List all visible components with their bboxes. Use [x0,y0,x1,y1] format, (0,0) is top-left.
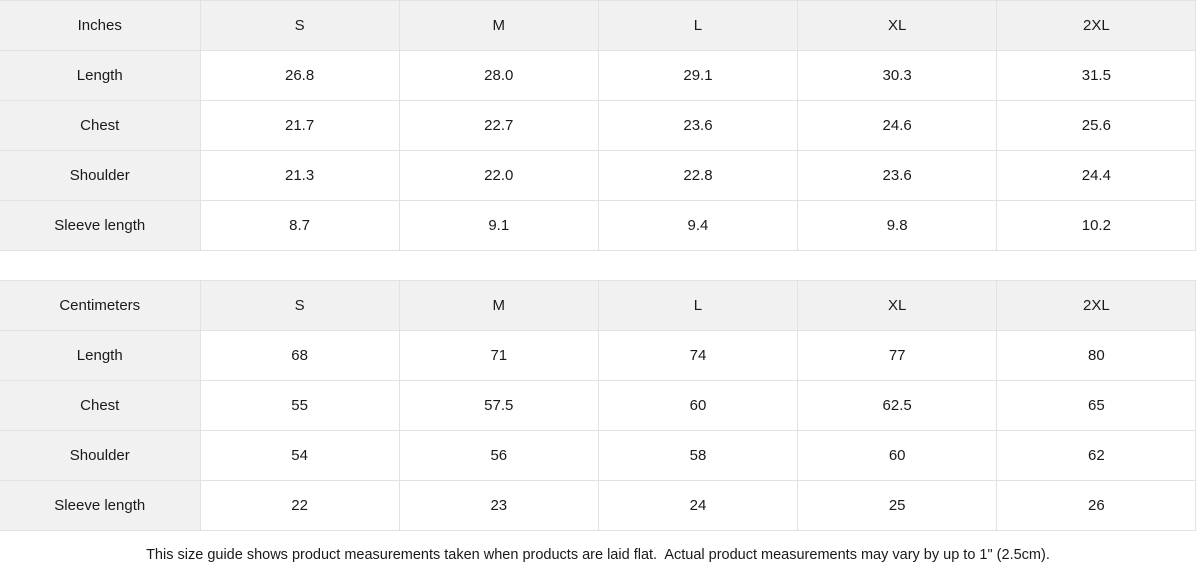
unit-label-centimeters: Centimeters [0,280,201,331]
measurement-value: 68 [200,330,400,381]
measurement-value: 74 [598,330,799,381]
measurement-value: 21.7 [200,100,400,151]
measurement-value: 31.5 [996,50,1197,101]
size-header-m: M [399,0,599,51]
measurement-value: 60 [797,430,998,481]
size-header-xl: XL [797,0,998,51]
size-header-l: L [598,0,799,51]
measurement-value: 23.6 [598,100,799,151]
table-spacer-row [0,250,1196,281]
measurement-value: 28.0 [399,50,599,101]
measurement-label-length: Length [0,330,201,381]
size-header-s: S [200,0,400,51]
measurement-value: 62.5 [797,380,998,431]
table-row: Sleeve length 8.7 9.1 9.4 9.8 10.2 [0,200,1197,251]
table-row: Length 26.8 28.0 29.1 30.3 31.5 [0,50,1197,101]
measurement-value: 71 [399,330,599,381]
measurement-value: 54 [200,430,400,481]
measurement-value: 26.8 [200,50,400,101]
measurement-label-length: Length [0,50,201,101]
footnote-row: This size guide shows product measuremen… [0,530,1196,581]
measurement-value: 26 [996,480,1197,531]
measurement-label-shoulder: Shoulder [0,430,201,481]
measurement-value: 24.6 [797,100,998,151]
measurement-value: 24 [598,480,799,531]
size-header-s: S [200,280,400,331]
measurement-value: 22 [200,480,400,531]
measurement-value: 22.7 [399,100,599,151]
measurement-value: 55 [200,380,400,431]
measurement-value: 57.5 [399,380,599,431]
measurement-value: 25 [797,480,998,531]
measurement-value: 65 [996,380,1197,431]
table-row: Shoulder 54 56 58 60 62 [0,430,1197,481]
size-guide-header-row-centimeters: Centimeters S M L XL 2XL [0,280,1197,331]
measurement-label-chest: Chest [0,100,201,151]
size-header-2xl: 2XL [996,0,1197,51]
size-header-m: M [399,280,599,331]
measurement-value: 62 [996,430,1197,481]
table-row: Chest 21.7 22.7 23.6 24.6 25.6 [0,100,1197,151]
measurement-value: 60 [598,380,799,431]
measurement-value: 21.3 [200,150,400,201]
size-guide-footnote: This size guide shows product measuremen… [0,530,1196,581]
table-row: Sleeve length 22 23 24 25 26 [0,480,1197,531]
measurement-value: 22.0 [399,150,599,201]
measurement-value: 24.4 [996,150,1197,201]
measurement-value: 29.1 [598,50,799,101]
unit-label-inches: Inches [0,0,201,51]
measurement-value: 9.8 [797,200,998,251]
size-guide-header-row-inches: Inches S M L XL 2XL [0,0,1197,51]
table-row: Length 68 71 74 77 80 [0,330,1197,381]
measurement-label-shoulder: Shoulder [0,150,201,201]
measurement-label-sleeve-length: Sleeve length [0,480,201,531]
measurement-value: 30.3 [797,50,998,101]
measurement-value: 23 [399,480,599,531]
size-header-xl: XL [797,280,998,331]
table-row: Chest 55 57.5 60 62.5 65 [0,380,1197,431]
size-header-2xl: 2XL [996,280,1197,331]
measurement-label-sleeve-length: Sleeve length [0,200,201,251]
measurement-value: 80 [996,330,1197,381]
table-spacer-cell [0,250,1196,281]
measurement-value: 8.7 [200,200,400,251]
measurement-value: 22.8 [598,150,799,201]
measurement-value: 56 [399,430,599,481]
measurement-value: 77 [797,330,998,381]
measurement-value: 9.1 [399,200,599,251]
measurement-value: 10.2 [996,200,1197,251]
table-row: Shoulder 21.3 22.0 22.8 23.6 24.4 [0,150,1197,201]
measurement-value: 25.6 [996,100,1197,151]
measurement-value: 9.4 [598,200,799,251]
measurement-label-chest: Chest [0,380,201,431]
measurement-value: 23.6 [797,150,998,201]
size-header-l: L [598,280,799,331]
measurement-value: 58 [598,430,799,481]
